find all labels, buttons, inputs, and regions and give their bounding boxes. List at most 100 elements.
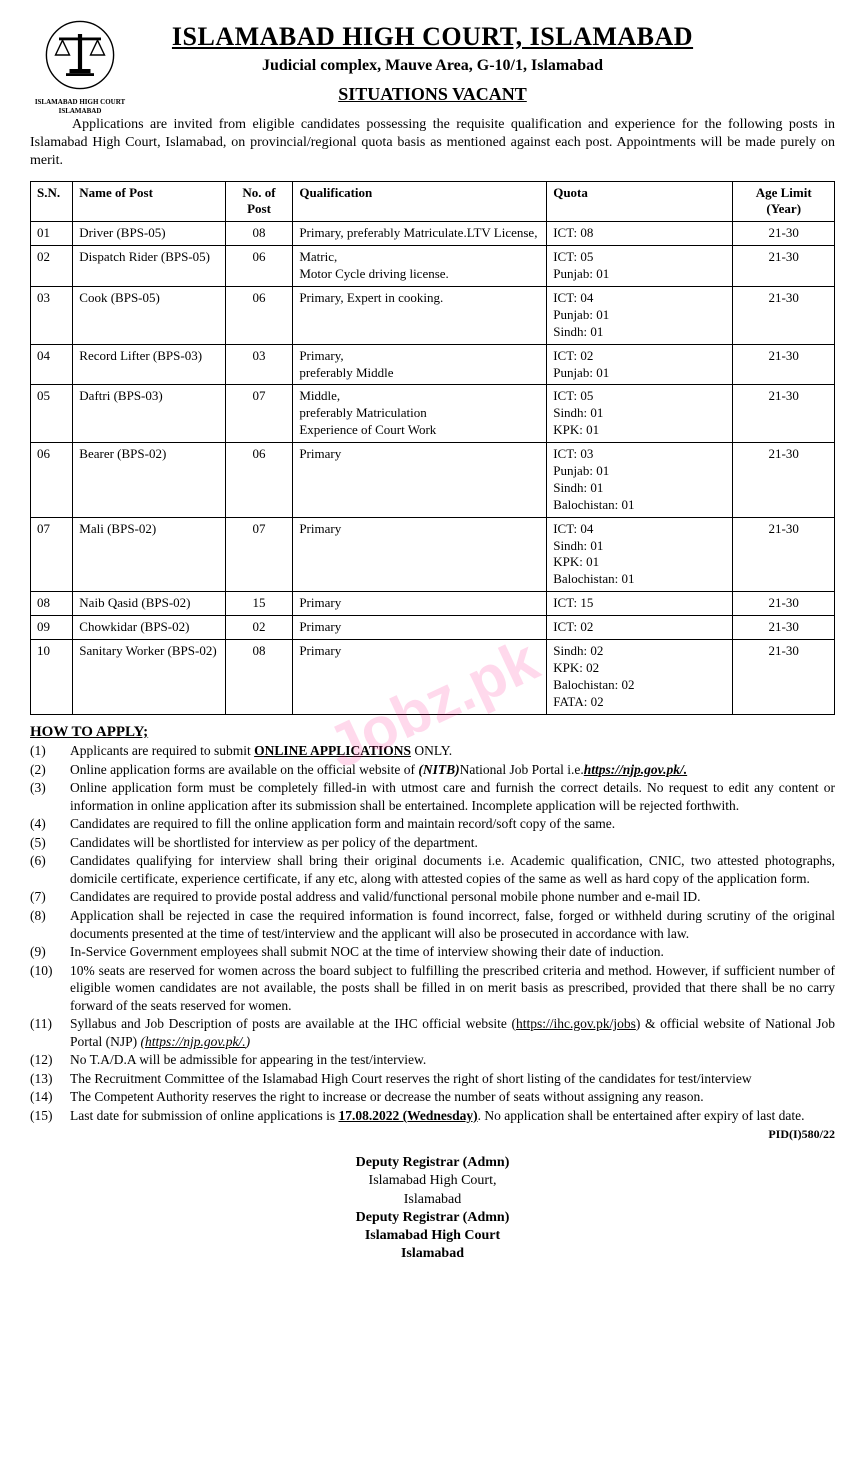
howto-num: (13) [30, 1070, 70, 1088]
howto-num: (3) [30, 779, 70, 814]
table-cell: 06 [225, 246, 293, 287]
table-cell: Daftri (BPS-03) [73, 385, 225, 443]
table-cell: ICT: 04 Sindh: 01 KPK: 01 Balochistan: 0… [547, 517, 733, 592]
table-cell: 21-30 [733, 517, 835, 592]
table-cell: Middle, preferably Matriculation Experie… [293, 385, 547, 443]
table-cell: ICT: 08 [547, 222, 733, 246]
header: ISLAMABAD HIGH COURT ISLAMABAD ISLAMABAD… [30, 20, 835, 106]
howto-text: Application shall be rejected in case th… [70, 907, 835, 942]
table-cell: 15 [225, 592, 293, 616]
table-cell: 04 [31, 344, 73, 385]
howto-num: (11) [30, 1015, 70, 1050]
table-cell: ICT: 04 Punjab: 01 Sindh: 01 [547, 287, 733, 345]
table-cell: Record Lifter (BPS-03) [73, 344, 225, 385]
th-no: No. of Post [225, 181, 293, 222]
sig-title-2: Deputy Registrar (Admn) [30, 1209, 835, 1227]
table-cell: 21-30 [733, 616, 835, 640]
table-cell: Primary [293, 640, 547, 715]
table-cell: Primary, Expert in cooking. [293, 287, 547, 345]
howto-num: (9) [30, 943, 70, 961]
table-cell: 10 [31, 640, 73, 715]
sig-line-1: Islamabad High Court, [30, 1172, 835, 1190]
sig-title-1: Deputy Registrar (Admn) [30, 1154, 835, 1172]
table-cell: 06 [31, 443, 73, 518]
court-emblem: ISLAMABAD HIGH COURT ISLAMABAD [30, 20, 130, 116]
table-cell: Driver (BPS-05) [73, 222, 225, 246]
table-cell: 21-30 [733, 222, 835, 246]
table-cell: ICT: 03 Punjab: 01 Sindh: 01 Balochistan… [547, 443, 733, 518]
howto-list: (1)Applicants are required to submit ONL… [30, 742, 835, 1124]
howto-text: Online application forms are available o… [70, 761, 835, 779]
howto-item: (5)Candidates will be shortlisted for in… [30, 834, 835, 852]
sig-line-4: Islamabad [30, 1245, 835, 1263]
table-cell: 21-30 [733, 287, 835, 345]
table-cell: Primary, preferably Matriculate.LTV Lice… [293, 222, 547, 246]
howto-num: (1) [30, 742, 70, 760]
table-cell: ICT: 05 Punjab: 01 [547, 246, 733, 287]
howto-item: (11)Syllabus and Job Description of post… [30, 1015, 835, 1050]
table-cell: 21-30 [733, 344, 835, 385]
table-cell: 01 [31, 222, 73, 246]
howto-num: (10) [30, 962, 70, 1015]
table-cell: Primary, preferably Middle [293, 344, 547, 385]
table-cell: Primary [293, 616, 547, 640]
th-age: Age Limit (Year) [733, 181, 835, 222]
howto-text: Last date for submission of online appli… [70, 1107, 835, 1125]
howto-num: (8) [30, 907, 70, 942]
howto-item: (14)The Competent Authority reserves the… [30, 1088, 835, 1106]
table-cell: Primary [293, 443, 547, 518]
table-cell: 09 [31, 616, 73, 640]
table-row: 02Dispatch Rider (BPS-05)06Matric, Motor… [31, 246, 835, 287]
table-cell: 07 [225, 385, 293, 443]
table-row: 10Sanitary Worker (BPS-02)08PrimarySindh… [31, 640, 835, 715]
howto-num: (14) [30, 1088, 70, 1106]
table-cell: 08 [225, 222, 293, 246]
th-quota: Quota [547, 181, 733, 222]
main-title: ISLAMABAD HIGH COURT, ISLAMABAD [30, 20, 835, 54]
table-row: 07Mali (BPS-02)07PrimaryICT: 04 Sindh: 0… [31, 517, 835, 592]
howto-item: (8)Application shall be rejected in case… [30, 907, 835, 942]
howto-item: (13)The Recruitment Committee of the Isl… [30, 1070, 835, 1088]
howto-item: (10)10% seats are reserved for women acr… [30, 962, 835, 1015]
document-page: Jobz.pk ISLAMABAD HIGH COURT ISLAMABAD I… [30, 20, 835, 1263]
table-cell: 21-30 [733, 385, 835, 443]
howto-num: (15) [30, 1107, 70, 1125]
howto-text: Candidates are required to fill the onli… [70, 815, 835, 833]
table-cell: ICT: 02 [547, 616, 733, 640]
howto-title: HOW TO APPLY; [30, 723, 835, 743]
th-qual: Qualification [293, 181, 547, 222]
table-row: 06Bearer (BPS-02)06PrimaryICT: 03 Punjab… [31, 443, 835, 518]
table-cell: Sanitary Worker (BPS-02) [73, 640, 225, 715]
sig-line-2: Islamabad [30, 1191, 835, 1209]
table-cell: 07 [31, 517, 73, 592]
table-cell: 03 [225, 344, 293, 385]
emblem-caption: ISLAMABAD HIGH COURT ISLAMABAD [30, 98, 130, 116]
table-cell: 21-30 [733, 246, 835, 287]
posts-table: S.N. Name of Post No. of Post Qualificat… [30, 181, 835, 715]
howto-item: (4)Candidates are required to fill the o… [30, 815, 835, 833]
howto-num: (12) [30, 1051, 70, 1069]
table-cell: ICT: 05 Sindh: 01 KPK: 01 [547, 385, 733, 443]
howto-num: (5) [30, 834, 70, 852]
table-row: 09Chowkidar (BPS-02)02PrimaryICT: 0221-3… [31, 616, 835, 640]
th-name: Name of Post [73, 181, 225, 222]
howto-num: (7) [30, 888, 70, 906]
howto-item: (15)Last date for submission of online a… [30, 1107, 835, 1125]
table-cell: 08 [31, 592, 73, 616]
table-cell: 06 [225, 443, 293, 518]
howto-text: Candidates qualifying for interview shal… [70, 852, 835, 887]
table-cell: ICT: 15 [547, 592, 733, 616]
howto-num: (6) [30, 852, 70, 887]
section-title: SITUATIONS VACANT [30, 83, 835, 106]
table-row: 08Naib Qasid (BPS-02)15PrimaryICT: 1521-… [31, 592, 835, 616]
howto-text: Candidates will be shortlisted for inter… [70, 834, 835, 852]
howto-text: Online application form must be complete… [70, 779, 835, 814]
scales-icon [45, 20, 115, 90]
table-cell: 21-30 [733, 592, 835, 616]
table-cell: Bearer (BPS-02) [73, 443, 225, 518]
table-cell: Dispatch Rider (BPS-05) [73, 246, 225, 287]
table-cell: 06 [225, 287, 293, 345]
table-header-row: S.N. Name of Post No. of Post Qualificat… [31, 181, 835, 222]
table-cell: 21-30 [733, 443, 835, 518]
signature-block: Deputy Registrar (Admn) Islamabad High C… [30, 1154, 835, 1263]
